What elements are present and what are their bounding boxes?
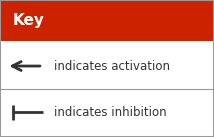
Text: indicates inhibition: indicates inhibition xyxy=(54,106,166,119)
Bar xyxy=(0,0,214,41)
Text: Key: Key xyxy=(13,13,45,28)
Text: indicates activation: indicates activation xyxy=(54,60,169,72)
